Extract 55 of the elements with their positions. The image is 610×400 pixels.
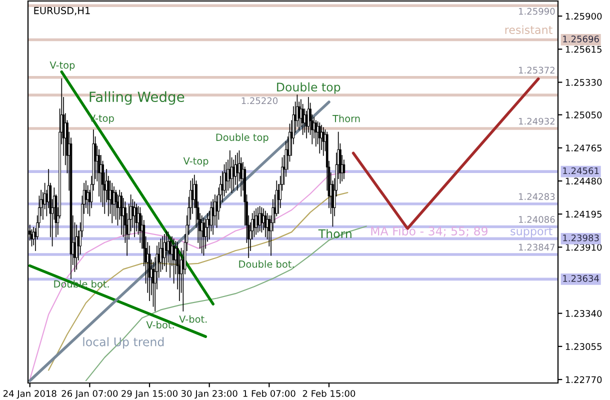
candlestick	[314, 120, 318, 147]
annotation: V-top	[50, 62, 75, 71]
x-tick-label: 2 Feb 15:00	[302, 390, 356, 397]
ref-line-label: 1.25990	[519, 8, 555, 15]
annotation: Thorn	[332, 114, 360, 122]
y-tick-label: 1.23055	[566, 343, 602, 350]
y-tick-label: 1.23340	[566, 310, 602, 317]
annotation: Falling Wedge	[90, 91, 184, 105]
annotation: Double top	[277, 82, 340, 94]
candlestick	[258, 206, 261, 232]
y-tick-label: 1.24195	[566, 210, 602, 218]
candlestick	[264, 210, 267, 238]
x-tick-label: 1 Feb 07:00	[243, 390, 296, 397]
candlestick	[116, 194, 119, 226]
candlestick	[225, 162, 228, 193]
text: EURUSD,H1	[34, 6, 90, 16]
ref-line-label: 1.24086	[519, 216, 555, 223]
y-tick-label: 1.25050	[566, 112, 602, 118]
annotation: Double bot.	[239, 260, 294, 268]
y-tick-label: 1.25900	[566, 12, 602, 20]
ref-line-label: 1.24283	[519, 193, 555, 200]
candlestick	[322, 127, 325, 156]
x-tick-label: 26 Jan 07:00	[62, 390, 118, 399]
y-tick-label: 1.25615	[566, 46, 602, 53]
candlestick	[75, 224, 78, 270]
ref-line-label: 1.25372	[519, 66, 554, 74]
x-tick-label: 29 Jan 15:00	[122, 390, 178, 399]
annotation: resistant	[505, 25, 552, 34]
y-tick-label: 1.24480	[566, 178, 602, 185]
ref-line-label: 1.25220	[242, 97, 278, 104]
y-tick-label: 1.23910	[566, 244, 602, 251]
annotation: MA Fibo - 34; 55; 89	[371, 226, 488, 237]
x-tick-label: 24 Jan 2018	[3, 390, 56, 399]
candlestick	[318, 122, 321, 154]
candlestick	[202, 218, 205, 256]
x-tick-label: 30 Jan 23:00	[181, 390, 238, 399]
annotation: V-bot.	[179, 315, 207, 323]
ref-line-label: 1.23983	[563, 234, 599, 242]
y-tick-label: 1.22770	[566, 376, 602, 384]
annotation: V-top	[183, 157, 208, 167]
annotation: support	[510, 227, 552, 238]
annotation: V-bot.	[146, 320, 174, 329]
candlestick	[172, 238, 175, 284]
y-tick-label: 1.24765	[566, 144, 602, 152]
ref-line-label: 1.23634	[563, 274, 599, 282]
candlestick	[260, 207, 263, 232]
candlestick	[110, 182, 114, 224]
annotation: Double top	[216, 133, 268, 143]
ref-line-label: 1.23847	[519, 244, 555, 251]
candlestick	[165, 230, 168, 272]
y-tick-label: 1.25330	[566, 79, 602, 86]
ref-line-label: 1.24932	[519, 118, 554, 125]
candlestick	[302, 104, 304, 135]
ref-line-label: 1.24561	[563, 167, 599, 174]
ref-line-label: 1.25696	[563, 36, 599, 42]
